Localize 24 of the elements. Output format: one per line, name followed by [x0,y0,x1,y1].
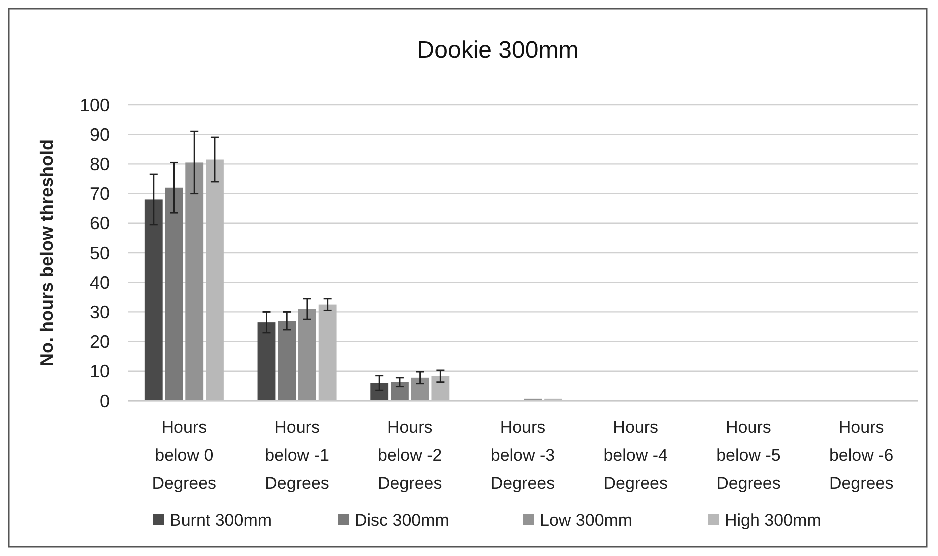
legend-label: Disc 300mm [355,510,450,530]
y-tick-label: 60 [90,214,110,234]
x-tick-label: Hours below -3 Degrees [490,418,556,493]
x-tick-label: Hours below -6 Degrees [829,418,894,493]
x-tick-label: Hours below -4 Degrees [604,418,668,493]
y-tick-label: 10 [90,362,110,382]
y-tick-label: 30 [90,302,110,322]
y-tick-label: 80 [90,154,110,174]
y-tick-label: 20 [90,332,110,352]
y-tick-label: 100 [80,95,110,116]
x-tick-label: Hours below -2 Degrees [378,418,442,493]
x-tick-label: Hours below -5 Degrees [716,418,781,493]
chart-title: Dookie 300mm [417,37,579,64]
y-tick-label: 40 [90,272,110,293]
x-tick-label: Hours below 0 Degrees [152,418,217,493]
y-axis-title: No. hours below threshold [37,139,57,367]
legend-label: Burnt 300mm [170,510,272,530]
legend-label: Low 300mm [540,510,633,530]
y-tick-label: 90 [90,124,110,145]
legend-label: High 300mm [725,510,822,530]
y-tick-label: 70 [90,184,110,204]
y-tick-label: 50 [90,243,110,264]
x-tick-label: Hours below -1 Degrees [265,418,330,493]
y-tick-label: 0 [100,391,110,412]
